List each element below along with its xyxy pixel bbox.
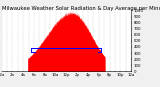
- Text: Milwaukee Weather Solar Radiation & Day Average per Minute W/m2 (Today): Milwaukee Weather Solar Radiation & Day …: [2, 6, 160, 11]
